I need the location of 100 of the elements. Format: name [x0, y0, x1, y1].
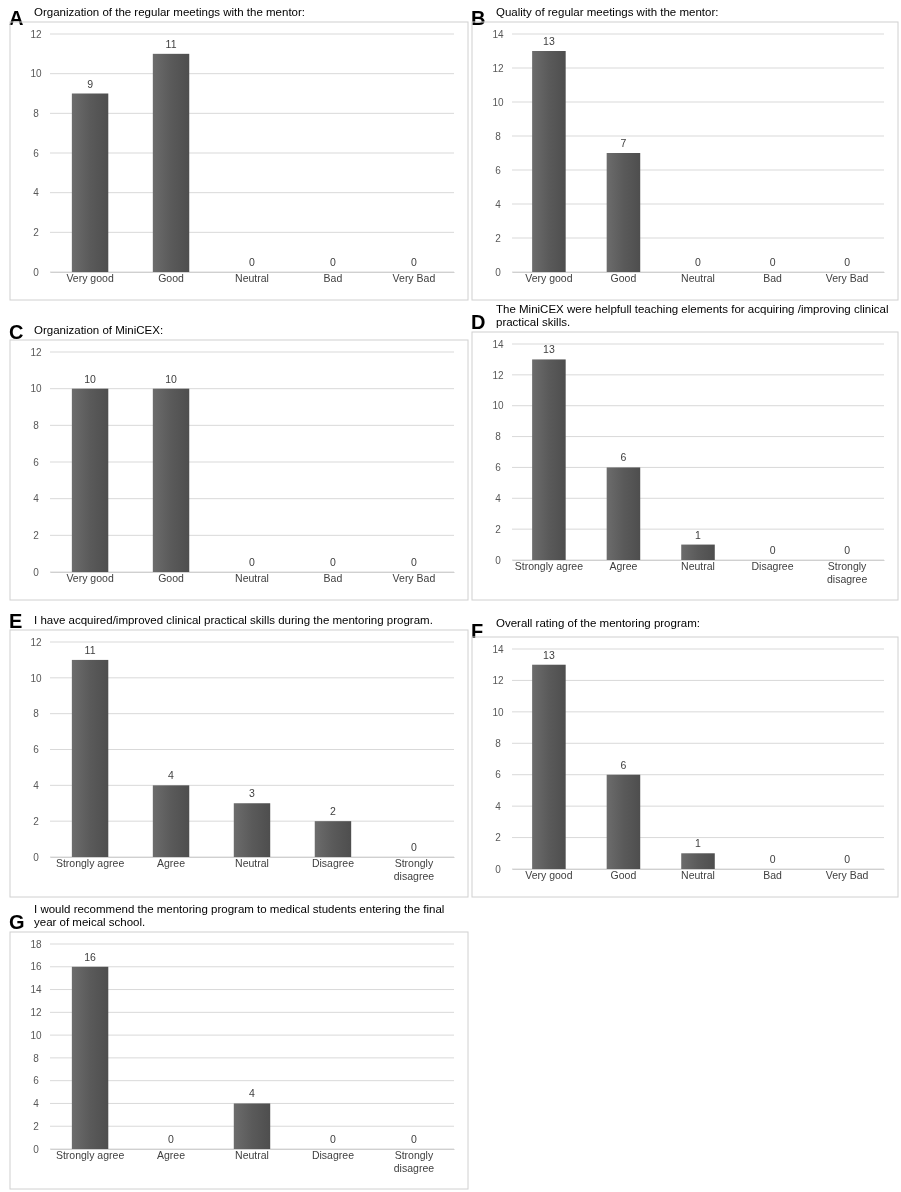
bar	[681, 544, 715, 560]
data-label: 0	[330, 556, 337, 568]
x-tick-label: Good	[158, 272, 185, 284]
y-tick-label: 2	[495, 232, 502, 244]
x-tick-label: Bad	[323, 272, 343, 284]
y-tick-label: 14	[492, 338, 504, 350]
y-tick-label: 4	[495, 198, 502, 210]
text: E	[9, 609, 23, 632]
y-tick-label: 12	[30, 28, 42, 40]
text: A	[9, 7, 24, 29]
x-tick-label: Very Bad	[392, 572, 436, 584]
x-tick-label: Neutral	[235, 572, 269, 584]
y-tick-label: 4	[495, 800, 502, 812]
y-tick-label: 0	[33, 1143, 40, 1155]
data-label: 0	[330, 256, 337, 268]
x-tick-label: Neutral	[681, 272, 715, 284]
y-tick-label: 6	[495, 462, 502, 474]
data-label: 6	[620, 451, 627, 464]
y-tick-label: 0	[495, 266, 502, 278]
x-tick-label: Very good	[525, 869, 573, 881]
data-label: 9	[87, 77, 94, 90]
data-label: 0	[411, 1133, 417, 1145]
x-tick-label: Neutral	[681, 869, 715, 881]
y-tick-label: 6	[495, 769, 502, 781]
bar	[681, 853, 715, 869]
x-tick-label: Good	[610, 272, 637, 284]
data-label: 10	[165, 372, 178, 385]
y-tick-label: 14	[492, 643, 504, 655]
data-label: 0	[168, 1133, 175, 1145]
data-label: 0	[695, 256, 702, 268]
x-tick-label: Strongly disagree	[826, 560, 868, 586]
bar	[606, 467, 641, 560]
y-tick-label: 4	[33, 780, 40, 792]
y-tick-label: 4	[495, 492, 502, 504]
bar	[233, 803, 271, 857]
x-tick-label: Strongly disagree	[393, 857, 435, 883]
y-tick-label: 12	[492, 675, 504, 687]
x-tick-label: Very Bad	[392, 272, 436, 284]
y-tick-label: 0	[33, 266, 40, 278]
x-tick-label: Disagree	[751, 560, 794, 572]
text: C	[9, 320, 24, 343]
x-tick-label: Very Bad	[825, 272, 869, 284]
x-tick-label: Very good	[66, 272, 114, 284]
y-tick-label: 10	[30, 383, 42, 395]
y-tick-label: 2	[33, 530, 40, 542]
data-label: 4	[249, 1087, 256, 1100]
y-tick-label: 8	[495, 737, 502, 749]
data-label: 0	[844, 853, 851, 865]
data-label: 10	[84, 372, 97, 385]
y-tick-label: 8	[495, 431, 502, 443]
chart-title: Quality of regular meetings with the mentor:	[496, 6, 719, 18]
y-tick-label: 0	[33, 851, 40, 863]
text: D	[471, 310, 486, 333]
data-label: 0	[249, 556, 256, 568]
x-tick-label: Neutral	[235, 272, 269, 284]
y-tick-label: 10	[30, 672, 42, 684]
y-tick-label: 0	[33, 566, 40, 578]
chart-title: Overall rating of the mentoring program:	[496, 617, 700, 629]
data-label: 0	[330, 1133, 337, 1145]
x-tick-label: Neutral	[235, 857, 269, 869]
data-label: 4	[168, 769, 175, 782]
y-tick-label: 10	[30, 1029, 42, 1041]
data-label: 11	[84, 643, 96, 656]
text: B	[471, 7, 486, 29]
x-tick-label: Bad	[763, 869, 783, 881]
y-tick-label: 4	[33, 187, 40, 199]
x-tick-label: Good	[158, 572, 185, 584]
bar	[314, 821, 352, 857]
x-tick-label: Neutral	[681, 560, 715, 572]
x-tick-label: Strongly agree	[55, 857, 125, 869]
bar	[71, 659, 109, 857]
x-tick-label: Agree	[609, 560, 638, 572]
y-tick-label: 14	[30, 984, 42, 996]
x-tick-label: Bad	[763, 272, 783, 284]
y-tick-label: 14	[492, 28, 504, 40]
y-tick-label: 4	[33, 493, 40, 505]
data-label: 6	[620, 758, 627, 771]
text: F	[471, 620, 484, 642]
data-label: 13	[543, 35, 555, 47]
x-tick-label: Very Bad	[825, 869, 869, 881]
data-label: 16	[84, 950, 97, 963]
data-label: 2	[330, 805, 337, 818]
bar	[532, 359, 566, 560]
bar	[152, 785, 190, 857]
y-tick-label: 12	[30, 636, 42, 648]
data-label: 0	[769, 544, 776, 556]
data-label: 0	[411, 841, 417, 853]
y-tick-label: 0	[495, 554, 502, 566]
data-label: 13	[543, 343, 555, 356]
y-tick-label: 10	[492, 96, 504, 108]
x-tick-label: Disagree	[311, 1149, 355, 1161]
x-tick-label: Strongly disagree	[393, 1149, 435, 1175]
chart-title: Organization of MiniCEX:	[34, 324, 164, 336]
chart-title: I would recommend the mentoring program to medical students entering the final year of meical school.	[34, 903, 445, 928]
data-label: 0	[844, 256, 851, 268]
data-label: 1	[695, 528, 702, 541]
y-tick-label: 2	[33, 1120, 40, 1132]
y-tick-label: 10	[30, 68, 42, 80]
y-tick-label: 12	[492, 369, 504, 381]
bar	[606, 774, 641, 869]
